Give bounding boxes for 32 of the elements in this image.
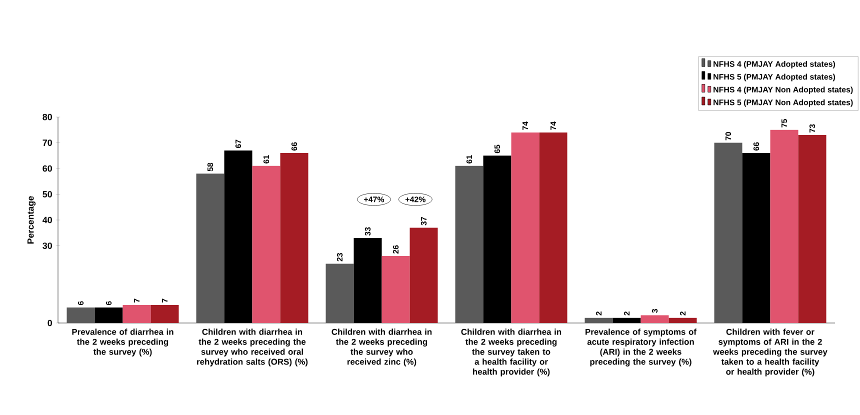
y-axis-title: Percentage — [27, 196, 36, 244]
x-tick-label: Children with diarrhea in the 2 weeks preceding the survey taken to a health facility or health provider (%) — [461, 328, 562, 376]
y-tick-label: 80 — [42, 114, 52, 120]
x-tick-label: Children with fever or symptoms of ARI in the 2 weeks preceding the survey taken to a health facility or health provider (%) — [713, 328, 828, 376]
bar — [150, 304, 179, 323]
bar — [66, 308, 95, 323]
y-tick-label: 70 — [42, 140, 52, 146]
bar — [455, 166, 484, 323]
bar — [539, 132, 568, 323]
y-tick-label: 50 — [42, 191, 52, 198]
bar — [668, 318, 697, 323]
y-tick-label: 0 — [48, 320, 52, 326]
bar — [714, 142, 742, 323]
y-tick-label: 60 — [42, 165, 52, 172]
x-tick-label: Prevalence of diarrhea in the 2 weeks preceding the survey (%) — [72, 328, 174, 356]
bar — [280, 153, 308, 323]
bar — [770, 130, 798, 323]
bar — [382, 256, 410, 323]
x-tick-label: Children with diarrhea in the 2 weeks preceding the survey who received oral rehydration salts (ORS) (%) — [197, 328, 308, 366]
bar — [326, 264, 354, 323]
bar — [798, 135, 826, 323]
bar — [584, 318, 613, 323]
bar — [252, 166, 280, 323]
x-tick-label: Children with diarrhea in the 2 weeks preceding the survey who received zinc (%) — [332, 328, 432, 366]
bar — [122, 304, 151, 323]
bar — [511, 132, 540, 323]
y-tick-label: 30 — [42, 242, 52, 249]
bar — [640, 315, 669, 323]
bar — [410, 228, 438, 323]
bar — [196, 174, 224, 323]
x-tick-label: Prevalence of symptoms of acute respiratory infection (ARI) in the 2 weeks preceding the survey (%) — [586, 328, 697, 366]
y-tick-label: 40 — [42, 216, 52, 224]
